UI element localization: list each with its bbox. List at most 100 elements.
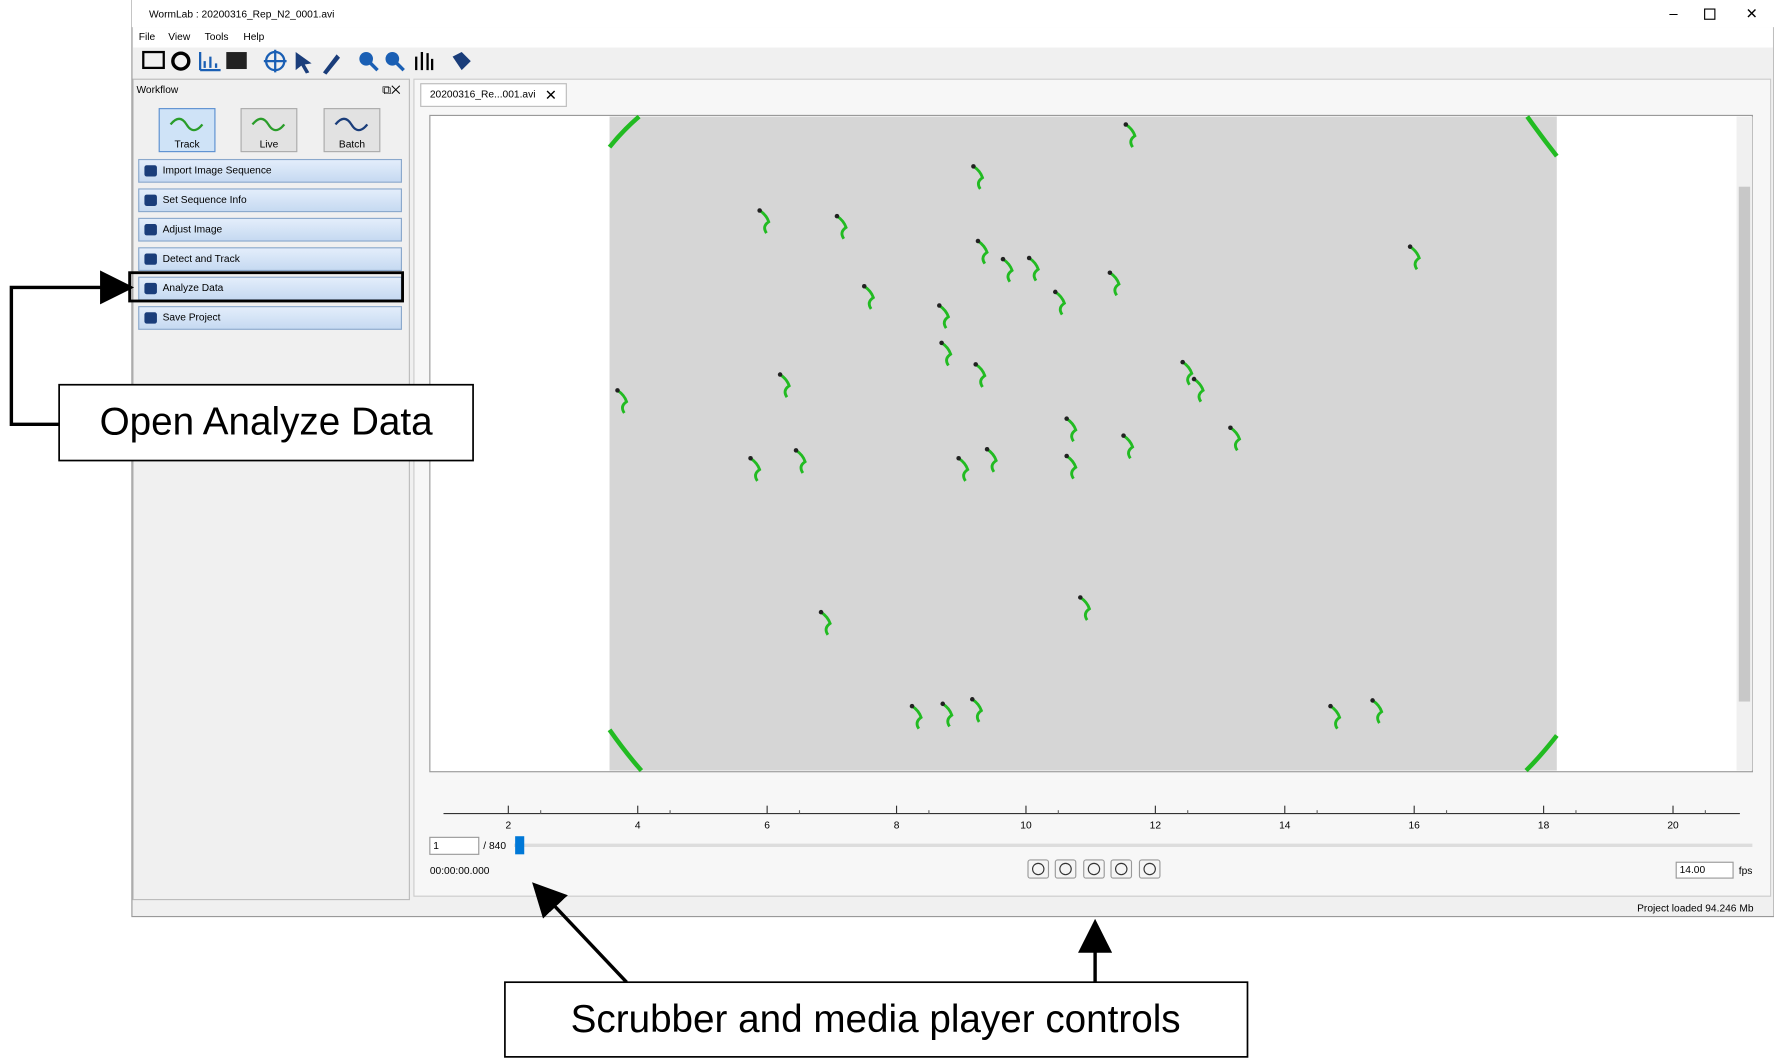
decoration [295,52,312,74]
decoration [415,52,434,71]
mode-label: Track [174,140,200,151]
worm [911,704,923,730]
worm [1109,271,1121,297]
worm [1079,596,1092,621]
mode-button[interactable] [323,108,381,153]
mode-button[interactable] [158,108,216,153]
media-button[interactable] [1083,859,1105,879]
menu-item[interactable]: Tools [205,32,229,43]
decoration [226,52,247,70]
worm-head [1064,453,1069,459]
mode-icon [334,117,369,132]
menu-item[interactable]: Help [243,32,264,43]
worm [1065,417,1078,443]
worm [1409,245,1421,271]
timeline-tick-label: 8 [894,821,900,832]
decoration [142,50,165,70]
tab-close[interactable]: ✕ [545,88,557,104]
worm-head [970,697,975,702]
decoration: Track Live Batch [158,108,381,153]
workflow-step[interactable] [138,247,402,272]
decoration [263,49,287,73]
decoration [607,114,641,149]
worm-head [1053,289,1058,295]
workflow-step[interactable] [138,188,402,213]
status-text: Project loaded 94.246 Mb [1637,903,1754,914]
menu-item[interactable]: File [139,32,156,43]
mode-label: Batch [339,140,365,151]
media-icon [1115,862,1128,876]
step-icon [144,282,157,295]
callout-arrow [9,270,135,427]
worm-head [793,448,799,453]
decoration [1524,734,1559,773]
decoration [615,122,1421,730]
worm-head [1191,376,1197,382]
timeline-tick-label: 16 [1409,821,1421,832]
media-button[interactable] [1138,859,1161,879]
step-label: Set Sequence Info [163,195,247,206]
callout-arrow [532,882,628,984]
video-frame [609,116,1557,771]
worm [820,610,832,636]
worm [1028,256,1040,282]
fps-input[interactable] [1675,861,1734,879]
worm-head [1407,244,1413,249]
menu-bar [133,27,1773,48]
timeline-tick-label: 10 [1020,821,1032,832]
close[interactable]: ✕ [1746,7,1758,23]
media-icon [1031,862,1045,876]
panel-controls[interactable]: ⧉✕ [382,83,400,97]
workflow-step[interactable] [138,217,402,242]
worm-head [975,238,981,244]
step-label: Adjust Image [163,224,223,235]
worm [1122,434,1135,460]
workflow-step[interactable] [138,158,402,183]
maximize[interactable] [1704,8,1716,20]
worm [1193,377,1205,403]
timeline-tick-label: 12 [1150,821,1162,832]
callout-box [504,981,1249,1058]
scrubber-handle[interactable] [515,836,525,855]
frame-input[interactable] [429,836,480,855]
tab[interactable] [420,83,567,107]
worm-head [1328,703,1333,709]
worm-head [818,609,824,615]
worm-head [973,362,978,367]
mode-label: Live [260,140,279,151]
workflow-panel [132,78,410,901]
mode-icon [169,117,204,132]
worm [1065,454,1078,480]
workflow-step[interactable] [138,306,402,330]
scroll-thumb[interactable] [1738,186,1751,702]
worm [1054,290,1067,316]
decoration [359,52,373,66]
toolbar [142,49,471,75]
timeline-tick-label: 4 [635,821,641,832]
worm-head [939,340,944,346]
worm [974,363,987,388]
media-button[interactable] [1054,859,1077,879]
worm [957,457,970,482]
step-label: Detect and Track [163,254,241,265]
decoration [171,51,191,71]
step-icon [144,312,157,324]
media-button[interactable] [1110,859,1133,879]
minimize[interactable]: – [1669,7,1678,23]
step-icon [144,224,157,236]
menu-item[interactable]: View [168,32,191,43]
decoration [452,52,471,71]
worm [986,448,998,473]
worm-head [1370,698,1375,703]
decoration [1525,115,1559,158]
title-bar [131,0,1774,28]
worm-head [861,284,867,289]
worm [972,165,985,190]
media-button[interactable] [1027,859,1050,879]
worm [758,209,771,234]
worm [941,702,954,728]
worm-head [777,372,783,377]
worm [779,373,791,398]
mode-button[interactable] [240,108,298,153]
worm [940,341,953,367]
